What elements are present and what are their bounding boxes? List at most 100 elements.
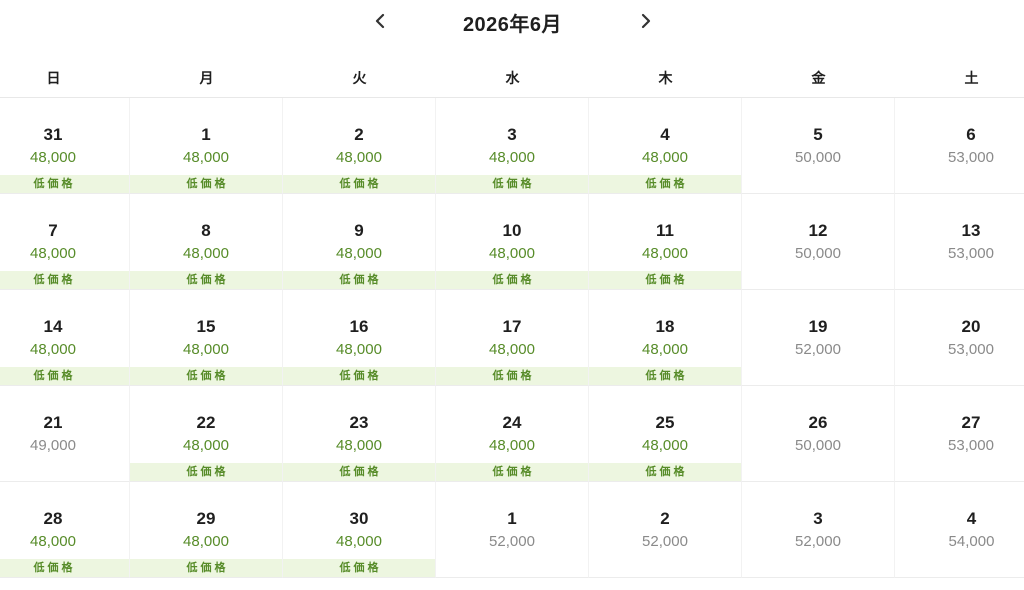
price-value: 53,000 — [948, 149, 994, 166]
prev-month-button[interactable] — [368, 8, 392, 36]
price-value: 48,000 — [489, 341, 535, 358]
day-cell[interactable]: 1 52,000 低価格 — [436, 482, 589, 578]
day-number: 3 — [507, 125, 517, 144]
day-cell[interactable]: 20 53,000 低価格 — [895, 290, 1024, 386]
price-value: 48,000 — [642, 341, 688, 358]
day-cell[interactable]: 8 48,000 低価格 — [130, 194, 283, 290]
weekday-header-row: 日 月 火 水 木 金 土 — [0, 44, 1024, 97]
price-value: 48,000 — [183, 437, 229, 454]
day-number: 20 — [961, 317, 981, 336]
day-cell[interactable]: 27 53,000 低価格 — [895, 386, 1024, 482]
price-value: 48,000 — [336, 245, 382, 262]
day-cell[interactable]: 26 50,000 低価格 — [742, 386, 895, 482]
price-calendar: 2026年6月 日 月 火 水 木 金 土 31 48,000 低価格 1 48… — [0, 8, 1024, 578]
day-cell[interactable]: 22 48,000 低価格 — [130, 386, 283, 482]
price-value: 50,000 — [795, 437, 841, 454]
price-value: 48,000 — [30, 533, 76, 550]
day-cell[interactable]: 4 48,000 低価格 — [589, 98, 742, 194]
price-value: 50,000 — [795, 245, 841, 262]
low-price-badge: 低価格 — [589, 175, 741, 193]
day-cell[interactable]: 4 54,000 低価格 — [895, 482, 1024, 578]
price-value: 53,000 — [948, 341, 994, 358]
day-cell[interactable]: 7 48,000 低価格 — [0, 194, 130, 290]
low-price-badge: 低価格 — [589, 367, 741, 385]
day-number: 22 — [196, 413, 216, 432]
price-value: 48,000 — [183, 533, 229, 550]
low-price-badge: 低価格 — [0, 559, 129, 577]
day-number: 3 — [813, 509, 823, 528]
price-value: 48,000 — [642, 245, 688, 262]
price-value: 48,000 — [642, 437, 688, 454]
day-cell[interactable]: 16 48,000 低価格 — [283, 290, 436, 386]
day-cell[interactable]: 31 48,000 低価格 — [0, 98, 130, 194]
day-cell[interactable]: 12 50,000 低価格 — [742, 194, 895, 290]
day-number: 2 — [660, 509, 670, 528]
day-number: 4 — [966, 509, 977, 528]
day-number: 1 — [507, 509, 517, 528]
price-value: 48,000 — [30, 341, 76, 358]
low-price-badge: 低価格 — [436, 367, 588, 385]
day-number: 25 — [655, 413, 675, 432]
price-value: 48,000 — [336, 341, 382, 358]
day-number: 12 — [808, 221, 828, 240]
day-cell[interactable]: 1 48,000 低価格 — [130, 98, 283, 194]
day-cell[interactable]: 28 48,000 低価格 — [0, 482, 130, 578]
day-cell[interactable]: 25 48,000 低価格 — [589, 386, 742, 482]
weekday-label: 月 — [199, 69, 214, 86]
day-cell[interactable]: 5 50,000 低価格 — [742, 98, 895, 194]
day-cell[interactable]: 2 48,000 低価格 — [283, 98, 436, 194]
day-number: 11 — [656, 221, 674, 240]
price-value: 48,000 — [489, 437, 535, 454]
day-cell[interactable]: 13 53,000 低価格 — [895, 194, 1024, 290]
price-value: 52,000 — [795, 533, 841, 550]
day-number: 30 — [349, 509, 369, 528]
day-cell[interactable]: 29 48,000 低価格 — [130, 482, 283, 578]
low-price-badge: 低価格 — [283, 271, 435, 289]
day-cell[interactable]: 9 48,000 低価格 — [283, 194, 436, 290]
low-price-badge: 低価格 — [0, 367, 129, 385]
low-price-badge: 低価格 — [0, 271, 129, 289]
price-value: 48,000 — [183, 245, 229, 262]
day-number: 5 — [813, 125, 823, 144]
day-number: 29 — [196, 509, 216, 528]
day-cell[interactable]: 30 48,000 低価格 — [283, 482, 436, 578]
low-price-badge: 低価格 — [130, 271, 282, 289]
price-value: 48,000 — [30, 149, 76, 166]
chevron-right-icon — [640, 13, 652, 32]
day-cell[interactable]: 21 49,000 低価格 — [0, 386, 130, 482]
day-cell[interactable]: 17 48,000 低価格 — [436, 290, 589, 386]
day-cell[interactable]: 24 48,000 低価格 — [436, 386, 589, 482]
price-value: 48,000 — [336, 149, 382, 166]
day-cell[interactable]: 3 48,000 低価格 — [436, 98, 589, 194]
price-value: 48,000 — [642, 149, 688, 166]
day-number: 17 — [502, 317, 522, 336]
price-value: 53,000 — [948, 437, 994, 454]
price-value: 48,000 — [489, 149, 535, 166]
day-cell[interactable]: 10 48,000 低価格 — [436, 194, 589, 290]
price-value: 48,000 — [336, 533, 382, 550]
day-number: 19 — [808, 317, 828, 336]
low-price-badge: 低価格 — [436, 463, 588, 481]
day-cell[interactable]: 18 48,000 低価格 — [589, 290, 742, 386]
day-cell[interactable]: 2 52,000 低価格 — [589, 482, 742, 578]
price-value: 48,000 — [336, 437, 382, 454]
low-price-badge: 低価格 — [283, 367, 435, 385]
weekday-label: 金 — [811, 69, 826, 86]
day-number: 31 — [43, 125, 63, 144]
low-price-badge: 低価格 — [589, 463, 741, 481]
price-value: 49,000 — [30, 437, 76, 454]
day-number: 13 — [961, 221, 981, 240]
day-number: 18 — [655, 317, 675, 336]
day-number: 10 — [502, 221, 522, 240]
day-cell[interactable]: 19 52,000 低価格 — [742, 290, 895, 386]
day-cell[interactable]: 11 48,000 低価格 — [589, 194, 742, 290]
low-price-badge: 低価格 — [130, 367, 282, 385]
day-cell[interactable]: 14 48,000 低価格 — [0, 290, 130, 386]
day-number: 28 — [43, 509, 63, 528]
day-cell[interactable]: 3 52,000 低価格 — [742, 482, 895, 578]
day-cell[interactable]: 6 53,000 低価格 — [895, 98, 1024, 194]
day-cell[interactable]: 23 48,000 低価格 — [283, 386, 436, 482]
price-value: 50,000 — [795, 149, 841, 166]
next-month-button[interactable] — [634, 8, 658, 36]
day-cell[interactable]: 15 48,000 低価格 — [130, 290, 283, 386]
